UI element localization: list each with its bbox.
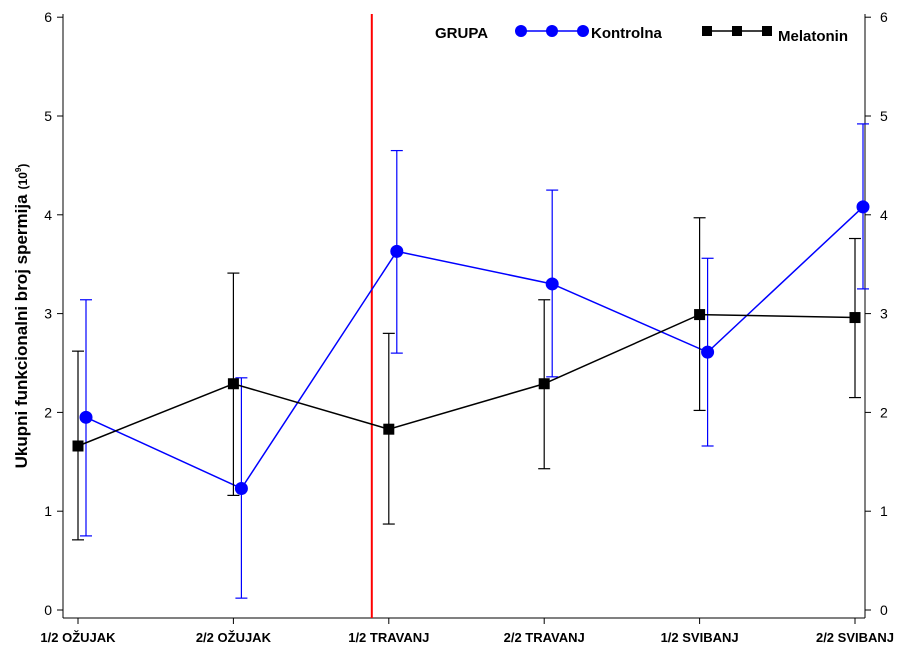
data-point: [701, 345, 715, 359]
legend-kontrolna-marker: [546, 25, 558, 37]
y-axis-unit: (10: [16, 172, 30, 190]
series-melatonin: [72, 217, 861, 541]
series-line: [77, 313, 856, 447]
legend-melatonin-label: Melatonin: [778, 28, 848, 45]
y-tick-label-right: 1: [880, 503, 888, 519]
y-tick-label-left: 2: [44, 404, 52, 420]
legend-kontrolna-marker: [577, 25, 589, 37]
data-point: [72, 440, 84, 452]
x-tick-label: 1/2 OŽUJAK: [40, 630, 116, 645]
legend-item-melatonin: Melatonin: [702, 26, 848, 45]
data-point: [383, 423, 395, 435]
x-tick-label: 1/2 TRAVANJ: [348, 630, 429, 645]
legend-kontrolna-label: Kontrolna: [591, 25, 662, 42]
series-layer: [72, 123, 870, 599]
data-point: [849, 312, 861, 324]
y-tick-label-left: 4: [44, 207, 52, 223]
y-axis-title: Ukupni funkcionalni broj spermija (109): [12, 164, 31, 469]
legend-title: GRUPA: [435, 25, 488, 42]
y-tick-label-left: 3: [44, 306, 52, 322]
data-point: [234, 481, 248, 495]
y-tick-label-right: 4: [880, 207, 888, 223]
data-point: [545, 277, 559, 291]
y-ticks-left: 0 1 2 3 4 5 6: [44, 9, 63, 618]
y-axis-label: Ukupni funkcionalni broj spermija: [12, 194, 31, 468]
x-ticks: 1/2 OŽUJAK 2/2 OŽUJAK 1/2 TRAVANJ 2/2 TRAVA…: [40, 618, 894, 645]
data-point: [227, 378, 239, 390]
y-ticks-right: 0 1 2 3 4 5 6: [865, 9, 888, 618]
y-tick-label-right: 6: [880, 9, 888, 25]
data-point: [390, 244, 404, 258]
x-tick-label: 2/2 SVIBANJ: [816, 630, 894, 645]
y-tick-label-left: 5: [44, 108, 52, 124]
y-tick-label-left: 6: [44, 9, 52, 25]
legend-item-kontrolna: Kontrolna: [515, 25, 662, 42]
x-tick-label: 1/2 SVIBANJ: [661, 630, 739, 645]
x-tick-label: 2/2 OŽUJAK: [196, 630, 272, 645]
series-kontrolna: [79, 123, 870, 599]
legend-melatonin-marker: [762, 26, 772, 36]
legend-kontrolna-marker: [515, 25, 527, 37]
y-tick-label-right: 2: [880, 404, 888, 420]
y-tick-label-right: 3: [880, 306, 888, 322]
axes: [62, 14, 866, 619]
y-tick-label-right: 0: [880, 602, 888, 618]
y-axis-unit-exponent: 9: [14, 167, 23, 172]
legend: GRUPA Kontrolna Melatonin: [435, 25, 848, 45]
y-tick-label-right: 5: [880, 108, 888, 124]
y-axis-unit-close: ): [16, 164, 30, 168]
legend-melatonin-marker: [702, 26, 712, 36]
data-point: [694, 309, 706, 321]
data-point: [856, 200, 870, 214]
data-point: [79, 410, 93, 424]
y-tick-label-left: 1: [44, 503, 52, 519]
series-line: [85, 206, 864, 490]
legend-melatonin-marker: [732, 26, 742, 36]
y-tick-label-left: 0: [44, 602, 52, 618]
x-tick-label: 2/2 TRAVANJ: [504, 630, 585, 645]
data-point: [538, 378, 550, 390]
